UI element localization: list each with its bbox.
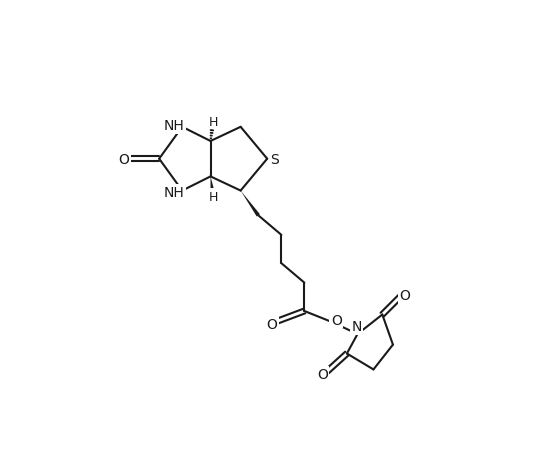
Text: N: N: [351, 319, 362, 334]
Polygon shape: [210, 177, 214, 190]
Text: O: O: [118, 152, 129, 166]
Polygon shape: [240, 191, 260, 217]
Text: H: H: [208, 190, 218, 203]
Text: O: O: [331, 313, 341, 327]
Text: O: O: [317, 367, 328, 381]
Text: O: O: [400, 289, 411, 303]
Text: NH: NH: [164, 119, 185, 133]
Text: O: O: [266, 318, 277, 331]
Text: H: H: [208, 115, 218, 129]
Text: NH: NH: [164, 185, 185, 200]
Text: S: S: [270, 152, 279, 166]
